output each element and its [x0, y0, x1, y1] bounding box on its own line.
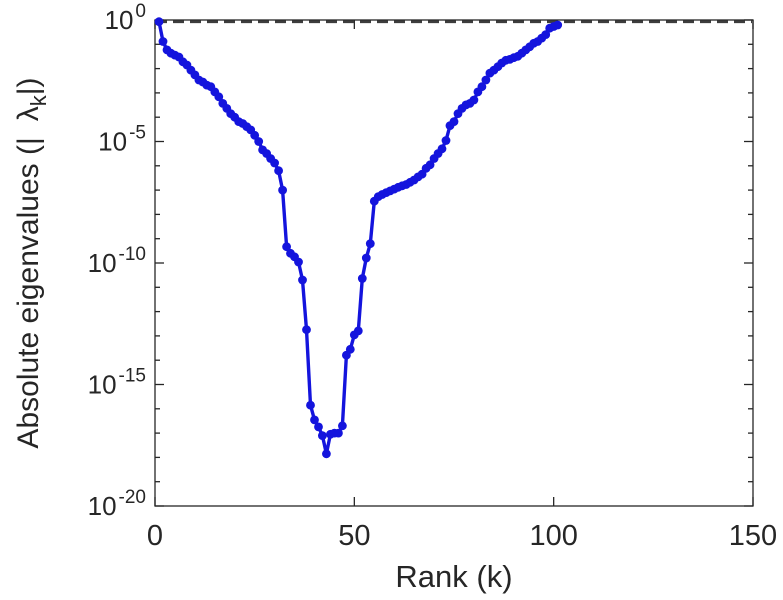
data-point-marker — [318, 431, 327, 440]
y-tick-label: 10 -20 — [88, 487, 146, 521]
x-tick-label: 150 — [729, 520, 777, 552]
data-point-marker — [158, 37, 168, 46]
data-point-marker — [322, 449, 331, 459]
data-point-marker — [270, 158, 279, 168]
y-tick-label: 10 0 — [105, 1, 147, 35]
data-point-marker — [214, 92, 224, 102]
data-point-marker — [437, 144, 447, 154]
data-point-marker — [302, 325, 311, 335]
data-point-marker — [154, 17, 164, 27]
data-point-marker — [425, 160, 435, 170]
data-point-marker — [469, 95, 479, 105]
data-point-marker — [298, 275, 307, 285]
data-point-marker — [314, 422, 323, 432]
y-tick-label: 10 -5 — [98, 123, 146, 157]
data-point-marker — [353, 326, 363, 336]
eigenvalue-series-line — [157, 20, 560, 456]
data-point-marker — [334, 428, 343, 438]
x-tick-label: 50 — [338, 520, 370, 552]
data-point-marker — [306, 400, 315, 410]
data-point-marker — [365, 239, 375, 249]
data-point-marker — [294, 257, 303, 267]
data-point-marker — [477, 82, 487, 92]
data-point-marker — [278, 185, 287, 195]
data-point-marker — [481, 75, 491, 85]
data-point-marker — [357, 274, 367, 283]
data-point-marker — [441, 136, 451, 145]
data-point-marker — [338, 421, 347, 431]
data-point-marker — [449, 117, 459, 126]
x-tick-label: 100 — [529, 520, 577, 552]
data-point-marker — [274, 166, 283, 176]
x-tick-label: 0 — [147, 520, 163, 552]
y-tick-label: 10 -15 — [88, 366, 146, 400]
data-point-marker — [310, 415, 319, 425]
data-point-marker — [541, 30, 551, 39]
data-point-marker — [282, 242, 291, 252]
data-point-marker — [553, 20, 563, 30]
data-point-marker — [254, 137, 264, 146]
plot-frame — [154, 19, 754, 507]
data-point-marker — [345, 344, 355, 354]
data-point-marker — [361, 253, 371, 263]
y-axis-label: Absolute eigenvalues (|λk|) — [12, 77, 51, 448]
y-tick-label: 10 -10 — [88, 244, 146, 278]
x-axis-label: Rank (k) — [395, 559, 512, 594]
